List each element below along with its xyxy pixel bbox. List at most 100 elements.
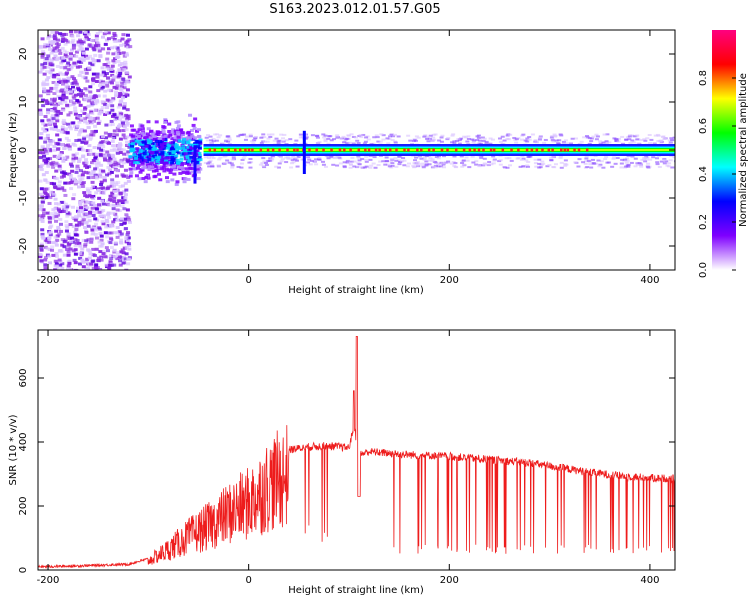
spectrogram-cell [77,133,82,137]
spectrogram-cell [78,169,83,173]
spectrogram-cell [51,192,56,196]
spectrogram-cell [482,162,487,165]
spectrogram-cell [537,162,542,165]
spectrogram-cell [118,87,123,91]
spectrogram-cell [105,98,110,102]
spectrogram-cell [426,140,431,143]
spectrogram-cell [81,58,86,62]
spectrogram-cell [236,165,241,168]
spectrogram-cell [77,241,82,245]
spectrogram-cell [111,52,116,56]
spectrogram-cell [231,156,236,159]
spectrogram-cell [543,138,548,141]
spectrogram-cell [320,160,325,163]
spectrogram-cell [43,115,48,119]
carrier-peak [560,148,563,152]
carrier-peak [573,148,576,152]
spectrogram-cell [326,157,331,160]
spectrogram-cell [136,140,141,144]
spectrogram-cell [306,156,311,159]
spectrogram-cell [106,103,111,107]
spectrogram-cell [177,165,182,169]
spectrogram-cell [110,46,115,50]
spectrogram-cell [118,147,123,151]
spectrogram-cell [64,64,69,68]
spectrogram-cell [61,205,66,209]
spectrogram-cell [96,256,101,260]
spectrogram-cell [57,232,62,236]
spectrogram-cell [50,162,55,166]
spectrogram-cell [73,180,78,184]
spectrogram-cell [540,160,545,163]
spectrogram-cell [71,159,76,163]
spectrogram-cell [270,133,275,136]
spectrogram-cell [274,165,279,168]
spectrogram-cell [51,216,56,220]
spectrogram-cell [86,125,91,129]
spectrogram-cell [161,127,166,131]
spectrogram-cell [163,134,168,138]
spectrogram-cell [337,156,342,159]
spectrogram-cell [542,141,547,144]
spectrogram-cell [105,64,110,68]
spectrogram-cell [669,137,674,140]
spectrogram-cell [68,173,73,177]
spectrogram-cell [109,246,114,250]
spectrogram-cell [109,89,114,93]
spectrogram-cell [248,133,253,136]
carrier-peak [432,148,435,152]
spectrogram-cell [101,70,106,74]
spectrogram-cell [63,193,68,197]
spectrogram-cell [122,42,127,46]
spectrogram-cell [57,138,62,142]
spectrogram-cell [112,248,117,252]
spectrogram-cell [143,136,148,140]
spectrogram-cell [658,139,663,142]
spectrogram-cell [45,100,50,104]
spectrogram-cell [559,161,564,164]
spectrogram-cell [135,130,140,134]
spectrogram-cell [74,54,79,58]
spectrogram-cell [360,166,365,169]
spectrogram-cell [91,152,96,156]
spectrogram-cell [559,155,564,158]
spectrogram-cell [63,66,68,70]
spectrogram-cell [98,54,103,58]
spectrogram-cell [66,122,71,126]
spectrogram-cell [71,249,76,253]
spectrogram-cell [46,237,51,241]
spectrogram-cell [422,158,427,161]
spectrogram-cell [39,248,44,252]
spectrogram-cell [601,166,606,169]
spectrogram-cell [390,138,395,141]
spectrogram-cell [54,41,59,45]
spectrogram-cell [47,268,52,270]
spectrogram-cell [100,66,105,70]
spectrogram-cell [601,141,606,144]
carrier-peak [374,148,378,152]
spectrogram-cell [298,136,303,139]
spectrogram-cell [140,127,145,131]
spectrogram-cell [92,59,97,63]
spectrogram-cell [67,125,72,129]
spectrogram-cell [105,235,110,239]
spectrogram-cell [306,161,311,164]
spectrogram-cell [672,136,675,139]
spectrogram-cell [66,250,71,254]
spectrogram-cell [93,156,98,160]
spectrogram-cell [217,158,222,161]
spectrogram-cell [71,38,76,42]
spectrogram-cell [83,30,88,34]
spectrogram-cell [173,168,178,172]
spectrogram-cell [97,49,102,53]
spectrogram-cell [150,151,155,155]
spectrogram-cell [90,116,95,120]
spectrogram-cell [300,158,305,161]
spectrogram-cell [216,136,221,139]
spectrogram-cell [397,155,402,158]
spectrogram-cell [91,176,96,180]
carrier-peak [492,148,496,152]
snr-x-axis-label: Height of straight line (km) [288,585,424,596]
spectrogram-cell [110,178,115,182]
spectrogram-cell [73,106,78,110]
